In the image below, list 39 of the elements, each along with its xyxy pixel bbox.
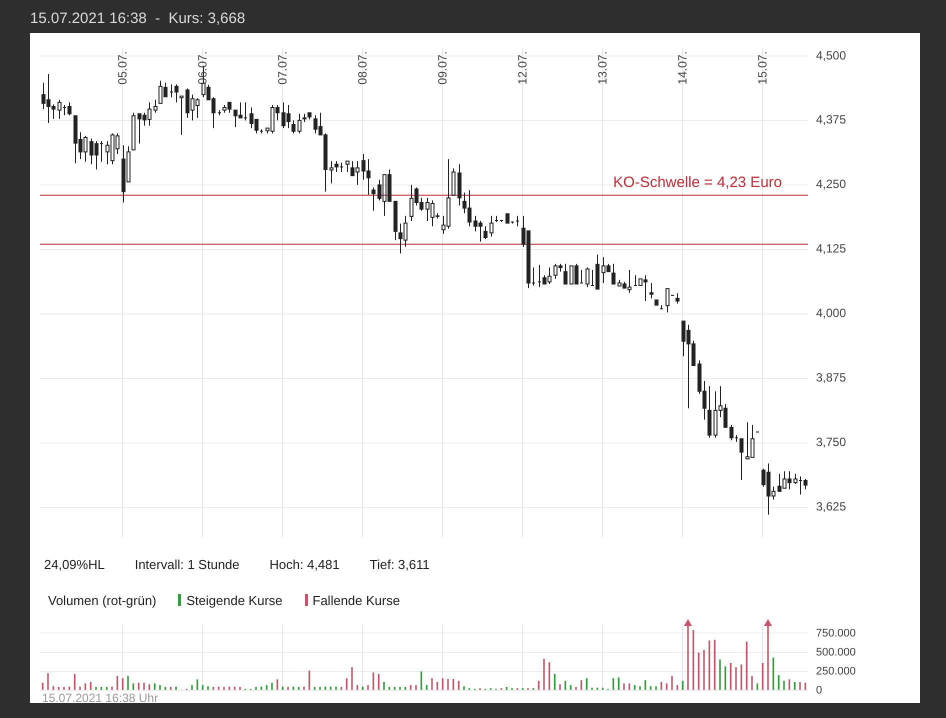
- x-tick-label: 05.07.: [115, 51, 130, 85]
- y-tick-label: 4,000: [816, 306, 846, 320]
- text: Tief: 3,611: [370, 557, 430, 574]
- candlestick: [180, 96, 184, 136]
- y-tick-label: 3,625: [816, 500, 846, 514]
- candlestick: [132, 112, 136, 150]
- candlestick: [298, 113, 302, 134]
- y-tick-label: 3,875: [816, 370, 846, 385]
- y-tick-label: 0: [816, 684, 822, 696]
- ref-line-label: KO-Schwelle = 4,23 Euro: [613, 174, 782, 191]
- text: 24,09%HL: [44, 557, 105, 574]
- x-tick-label: 09.07.: [435, 51, 450, 85]
- y-tick-label: 4,375: [816, 112, 846, 127]
- y-tick-label: 4,500: [816, 48, 846, 62]
- candlestick: [330, 160, 334, 184]
- x-tick-label: 06.07.: [195, 51, 210, 85]
- candlestick: [346, 160, 350, 173]
- text: Intervall: 1 Stunde: [134, 557, 240, 574]
- y-tick-label: 4,125: [816, 242, 846, 256]
- text: Hoch: 4,481: [270, 557, 340, 574]
- y-tick-label: 3,750: [816, 435, 846, 450]
- y-tick-label: 750.000: [816, 627, 856, 640]
- text: 15.07.2021 16:38 Uhr: [42, 691, 158, 705]
- x-tick-label: 15.07.: [755, 51, 770, 85]
- chart-title: Volumen (rot-grün): [48, 592, 156, 608]
- legend-label: Steigende Kurse: [186, 592, 283, 608]
- candlestick: [302, 113, 306, 122]
- chart-title: 15.07.2021 16:38 - Kurs: 3,668: [30, 10, 246, 27]
- x-tick-label: 14.07.: [675, 51, 690, 85]
- y-tick-label: 250.000: [816, 665, 856, 678]
- x-tick-label: 07.07.: [275, 51, 290, 85]
- x-tick-label: 12.07.: [515, 51, 530, 85]
- x-tick-label: 13.07.: [595, 51, 610, 85]
- candlestick: [490, 215, 494, 238]
- y-tick-label: 4,250: [816, 177, 846, 192]
- candlestick: [154, 99, 158, 114]
- x-tick-label: 08.07.: [355, 51, 370, 85]
- legend-label: Fallende Kurse: [312, 592, 400, 608]
- y-tick-label: 500.000: [816, 646, 856, 658]
